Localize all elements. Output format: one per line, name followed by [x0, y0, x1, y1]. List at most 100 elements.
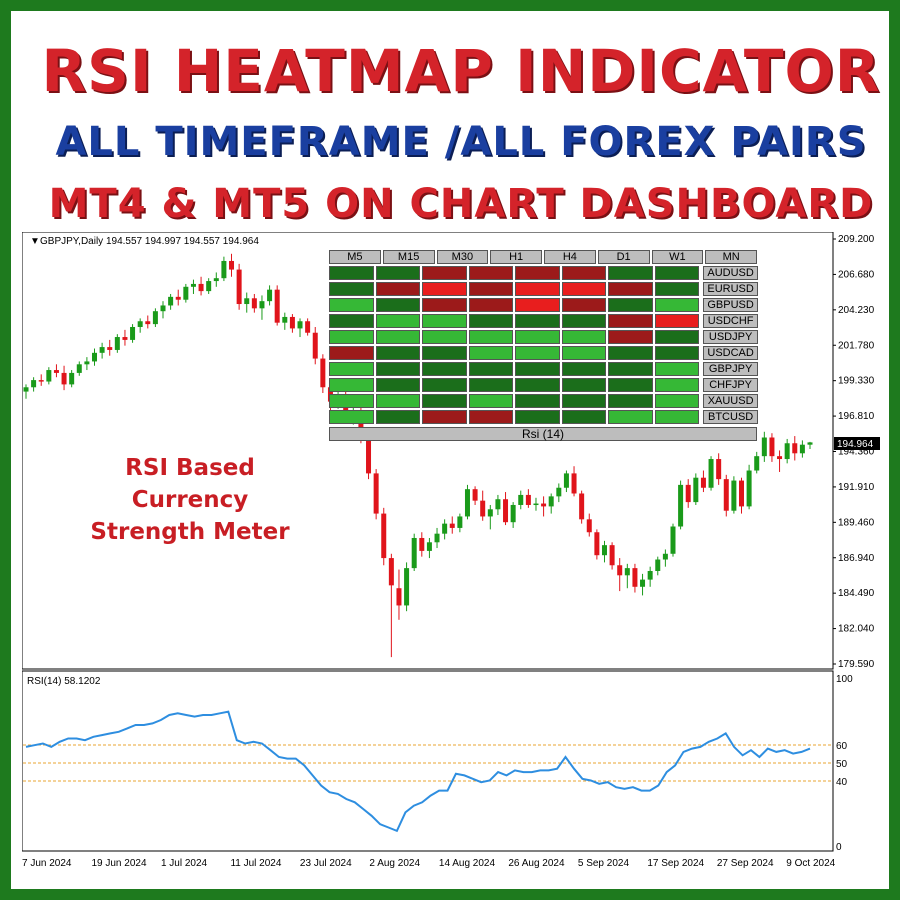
heat-cell-xauusd-m30[interactable]: [422, 394, 467, 408]
heat-cell-chfjpy-h1[interactable]: [468, 378, 514, 392]
heat-cell-audusd-m30[interactable]: [422, 266, 467, 280]
heat-cell-xauusd-h4[interactable]: [515, 394, 560, 408]
heat-cell-usdchf-m15[interactable]: [375, 314, 421, 328]
heat-cell-audusd-d1[interactable]: [561, 266, 607, 280]
heat-cell-usdjpy-h4[interactable]: [515, 330, 560, 344]
heat-cell-chfjpy-w1[interactable]: [608, 378, 653, 392]
timeframe-header-d1[interactable]: D1: [597, 250, 650, 264]
heat-cell-audusd-h1[interactable]: [468, 266, 514, 280]
heat-cell-usdchf-mn[interactable]: [654, 314, 700, 328]
heat-cell-chfjpy-m30[interactable]: [422, 378, 467, 392]
timeframe-header-m5[interactable]: M5: [329, 250, 381, 264]
heat-cell-usdjpy-d1[interactable]: [561, 330, 607, 344]
heat-cell-usdjpy-m30[interactable]: [422, 330, 467, 344]
heat-cell-xauusd-m15[interactable]: [375, 394, 421, 408]
heat-cell-usdchf-w1[interactable]: [608, 314, 653, 328]
pair-label-usdjpy[interactable]: USDJPY: [703, 330, 758, 344]
rsi-panel[interactable]: [22, 670, 834, 852]
heat-cell-usdchf-h4[interactable]: [515, 314, 560, 328]
timeframe-header-w1[interactable]: W1: [651, 250, 704, 264]
heat-cell-gbpusd-mn[interactable]: [654, 298, 700, 312]
heat-cell-usdchf-m5[interactable]: [329, 314, 374, 328]
pair-label-gbpjpy[interactable]: GBPJPY: [703, 362, 758, 376]
heat-cell-btcusd-m5[interactable]: [329, 410, 374, 424]
heat-cell-usdjpy-m15[interactable]: [375, 330, 421, 344]
heat-cell-gbpusd-m15[interactable]: [375, 298, 421, 312]
timeframe-header-mn[interactable]: MN: [705, 250, 757, 264]
heat-cell-audusd-h4[interactable]: [515, 266, 560, 280]
heat-cell-eurusd-h4[interactable]: [515, 282, 560, 296]
heat-cell-btcusd-m30[interactable]: [422, 410, 467, 424]
heat-cell-audusd-w1[interactable]: [608, 266, 653, 280]
heat-cell-audusd-mn[interactable]: [654, 266, 700, 280]
heat-cell-eurusd-w1[interactable]: [608, 282, 653, 296]
heat-cell-gbpusd-w1[interactable]: [608, 298, 653, 312]
timeframe-header-m30[interactable]: M30: [436, 250, 489, 264]
heat-cell-btcusd-d1[interactable]: [561, 410, 607, 424]
heat-cell-usdchf-d1[interactable]: [561, 314, 607, 328]
heat-cell-audusd-m5[interactable]: [329, 266, 374, 280]
symbol-arrow-icon[interactable]: ▼: [30, 236, 40, 247]
heat-cell-gbpjpy-h4[interactable]: [515, 362, 560, 376]
heat-cell-usdcad-m15[interactable]: [375, 346, 421, 360]
heat-cell-eurusd-m5[interactable]: [329, 282, 374, 296]
heat-cell-chfjpy-mn[interactable]: [654, 378, 700, 392]
heat-cell-gbpusd-d1[interactable]: [561, 298, 607, 312]
heat-cell-chfjpy-m5[interactable]: [329, 378, 374, 392]
heat-cell-xauusd-h1[interactable]: [468, 394, 514, 408]
heat-cell-chfjpy-d1[interactable]: [561, 378, 607, 392]
heat-cell-usdcad-h4[interactable]: [515, 346, 560, 360]
heat-cell-btcusd-h4[interactable]: [515, 410, 560, 424]
pair-label-xauusd[interactable]: XAUUSD: [703, 394, 758, 408]
heat-cell-usdchf-m30[interactable]: [422, 314, 467, 328]
heat-cell-gbpjpy-w1[interactable]: [608, 362, 653, 376]
pair-label-audusd[interactable]: AUDUSD: [703, 266, 758, 280]
pair-label-chfjpy[interactable]: CHFJPY: [703, 378, 758, 392]
heat-cell-xauusd-mn[interactable]: [654, 394, 700, 408]
heat-cell-gbpjpy-m5[interactable]: [329, 362, 374, 376]
heat-cell-gbpusd-h1[interactable]: [468, 298, 514, 312]
heat-cell-xauusd-w1[interactable]: [608, 394, 653, 408]
heat-cell-eurusd-mn[interactable]: [654, 282, 700, 296]
heat-cell-btcusd-m15[interactable]: [375, 410, 421, 424]
timeframe-header-m15[interactable]: M15: [382, 250, 435, 264]
heat-cell-xauusd-m5[interactable]: [329, 394, 374, 408]
heat-cell-chfjpy-m15[interactable]: [375, 378, 421, 392]
heat-cell-eurusd-h1[interactable]: [468, 282, 514, 296]
heat-cell-btcusd-h1[interactable]: [468, 410, 514, 424]
heat-cell-usdjpy-mn[interactable]: [654, 330, 700, 344]
heat-cell-eurusd-m15[interactable]: [375, 282, 421, 296]
heat-cell-usdcad-m5[interactable]: [329, 346, 374, 360]
heat-cell-gbpusd-m5[interactable]: [329, 298, 374, 312]
pair-label-usdcad[interactable]: USDCAD: [703, 346, 758, 360]
pair-label-gbpusd[interactable]: GBPUSD: [703, 298, 758, 312]
heat-cell-usdjpy-h1[interactable]: [468, 330, 514, 344]
heat-cell-gbpusd-h4[interactable]: [515, 298, 560, 312]
heat-cell-eurusd-d1[interactable]: [561, 282, 607, 296]
timeframe-header-h1[interactable]: H1: [490, 250, 542, 264]
heat-cell-xauusd-d1[interactable]: [561, 394, 607, 408]
heat-cell-usdjpy-w1[interactable]: [608, 330, 653, 344]
timeframe-header-h4[interactable]: H4: [544, 250, 596, 264]
heat-cell-btcusd-w1[interactable]: [608, 410, 653, 424]
heat-cell-chfjpy-h4[interactable]: [515, 378, 560, 392]
heatmap-footer[interactable]: Rsi (14): [329, 427, 757, 441]
heat-cell-btcusd-mn[interactable]: [654, 410, 700, 424]
heat-cell-gbpjpy-mn[interactable]: [654, 362, 700, 376]
heat-cell-usdcad-d1[interactable]: [561, 346, 607, 360]
heat-cell-gbpjpy-d1[interactable]: [561, 362, 607, 376]
rsi-heatmap-dashboard[interactable]: M5 M15 M30 H1 H4 D1 W1 MN AUDUSD EURUSD GBPUSD USD…: [328, 249, 758, 441]
pair-label-eurusd[interactable]: EURUSD: [703, 282, 758, 296]
heat-cell-gbpjpy-h1[interactable]: [468, 362, 514, 376]
heat-cell-usdcad-w1[interactable]: [608, 346, 653, 360]
heat-cell-eurusd-m30[interactable]: [422, 282, 467, 296]
heat-cell-gbpusd-m30[interactable]: [422, 298, 467, 312]
heat-cell-usdcad-h1[interactable]: [468, 346, 514, 360]
heat-cell-usdcad-m30[interactable]: [422, 346, 467, 360]
heat-cell-gbpjpy-m30[interactable]: [422, 362, 467, 376]
heat-cell-usdjpy-m5[interactable]: [329, 330, 374, 344]
heat-cell-usdcad-mn[interactable]: [654, 346, 700, 360]
pair-label-btcusd[interactable]: BTCUSD: [703, 410, 758, 424]
heat-cell-usdchf-h1[interactable]: [468, 314, 514, 328]
heat-cell-gbpjpy-m15[interactable]: [375, 362, 421, 376]
